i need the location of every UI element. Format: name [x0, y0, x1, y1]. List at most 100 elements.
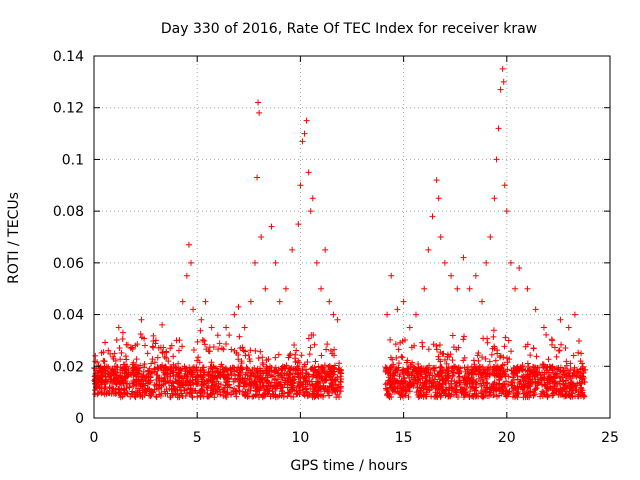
- data-point: [240, 347, 247, 354]
- data-point: [475, 357, 482, 364]
- data-point: [149, 343, 156, 350]
- data-point: [580, 375, 587, 382]
- data-point: [111, 350, 118, 357]
- data-point: [102, 384, 109, 391]
- data-point: [421, 368, 428, 375]
- data-point: [263, 386, 270, 393]
- data-point: [165, 358, 172, 365]
- data-point: [211, 394, 218, 401]
- data-point: [259, 379, 266, 386]
- data-point: [382, 381, 389, 388]
- data-point: [402, 384, 409, 391]
- data-point: [163, 355, 170, 362]
- data-point: [481, 366, 488, 373]
- data-point: [386, 366, 393, 373]
- data-point: [265, 390, 272, 397]
- data-point: [138, 383, 145, 390]
- data-point: [437, 234, 444, 240]
- data-point: [320, 366, 327, 373]
- data-point: [327, 363, 334, 370]
- data-point: [152, 340, 159, 347]
- data-point: [200, 371, 207, 378]
- y-axis-title: ROTI / TECUs: [6, 192, 22, 284]
- x-tick-label: 0: [90, 430, 99, 446]
- data-point: [104, 370, 111, 377]
- data-point: [433, 392, 440, 399]
- data-point: [198, 388, 205, 395]
- data-point: [105, 347, 112, 354]
- data-point: [176, 347, 183, 354]
- data-point: [575, 349, 582, 356]
- y-tick-label: 0.1: [62, 152, 84, 168]
- data-point: [189, 393, 196, 400]
- data-point: [390, 370, 397, 377]
- data-point: [147, 392, 154, 399]
- data-point: [328, 380, 335, 387]
- data-point: [577, 366, 584, 373]
- data-point: [325, 371, 332, 378]
- data-point: [497, 86, 504, 93]
- data-point: [144, 350, 151, 357]
- data-point: [239, 344, 246, 351]
- data-point: [508, 382, 515, 389]
- data-point: [197, 327, 204, 334]
- data-point: [472, 272, 479, 279]
- data-point: [506, 356, 513, 363]
- data-point: [461, 354, 468, 361]
- data-point: [132, 381, 139, 388]
- data-point: [155, 365, 162, 372]
- data-point: [199, 337, 206, 344]
- y-tick-label: 0.04: [53, 308, 84, 324]
- data-point: [443, 360, 450, 367]
- data-point: [457, 384, 464, 391]
- data-point: [307, 344, 314, 351]
- data-point: [433, 343, 440, 350]
- data-point: [286, 352, 293, 359]
- data-point: [492, 385, 499, 392]
- data-point: [293, 347, 300, 354]
- data-point: [566, 388, 573, 395]
- data-point: [509, 393, 516, 400]
- data-point: [129, 361, 136, 368]
- data-point: [241, 383, 248, 390]
- data-point: [133, 390, 140, 397]
- data-point: [98, 349, 105, 356]
- data-point: [324, 370, 331, 377]
- data-point: [211, 381, 218, 388]
- data-point: [555, 392, 562, 399]
- data-point: [563, 358, 570, 365]
- data-point: [515, 388, 522, 395]
- data-point: [250, 372, 257, 379]
- data-point: [501, 182, 508, 189]
- data-point: [565, 370, 572, 377]
- data-point: [273, 385, 280, 392]
- data-point: [121, 361, 128, 368]
- data-point: [557, 378, 564, 385]
- data-point: [297, 369, 304, 376]
- data-point: [174, 394, 181, 401]
- data-point: [239, 366, 246, 373]
- data-point: [400, 366, 407, 373]
- data-point: [403, 369, 410, 376]
- data-point: [527, 371, 534, 378]
- data-point: [419, 343, 426, 350]
- data-point: [491, 195, 498, 202]
- data-point: [527, 352, 534, 359]
- data-point: [108, 385, 115, 392]
- data-point: [188, 259, 195, 266]
- data-point: [286, 374, 293, 381]
- data-point: [524, 360, 531, 367]
- data-point: [251, 364, 258, 371]
- data-point: [423, 377, 430, 384]
- data-point: [571, 311, 578, 318]
- data-point: [537, 376, 544, 383]
- data-point: [460, 336, 467, 343]
- data-point: [222, 392, 229, 399]
- data-point: [290, 370, 297, 377]
- x-tick-label: 20: [498, 430, 516, 446]
- data-point: [194, 371, 201, 378]
- data-point: [235, 303, 242, 310]
- data-point: [151, 366, 158, 373]
- data-point: [576, 379, 583, 386]
- data-point: [299, 373, 306, 380]
